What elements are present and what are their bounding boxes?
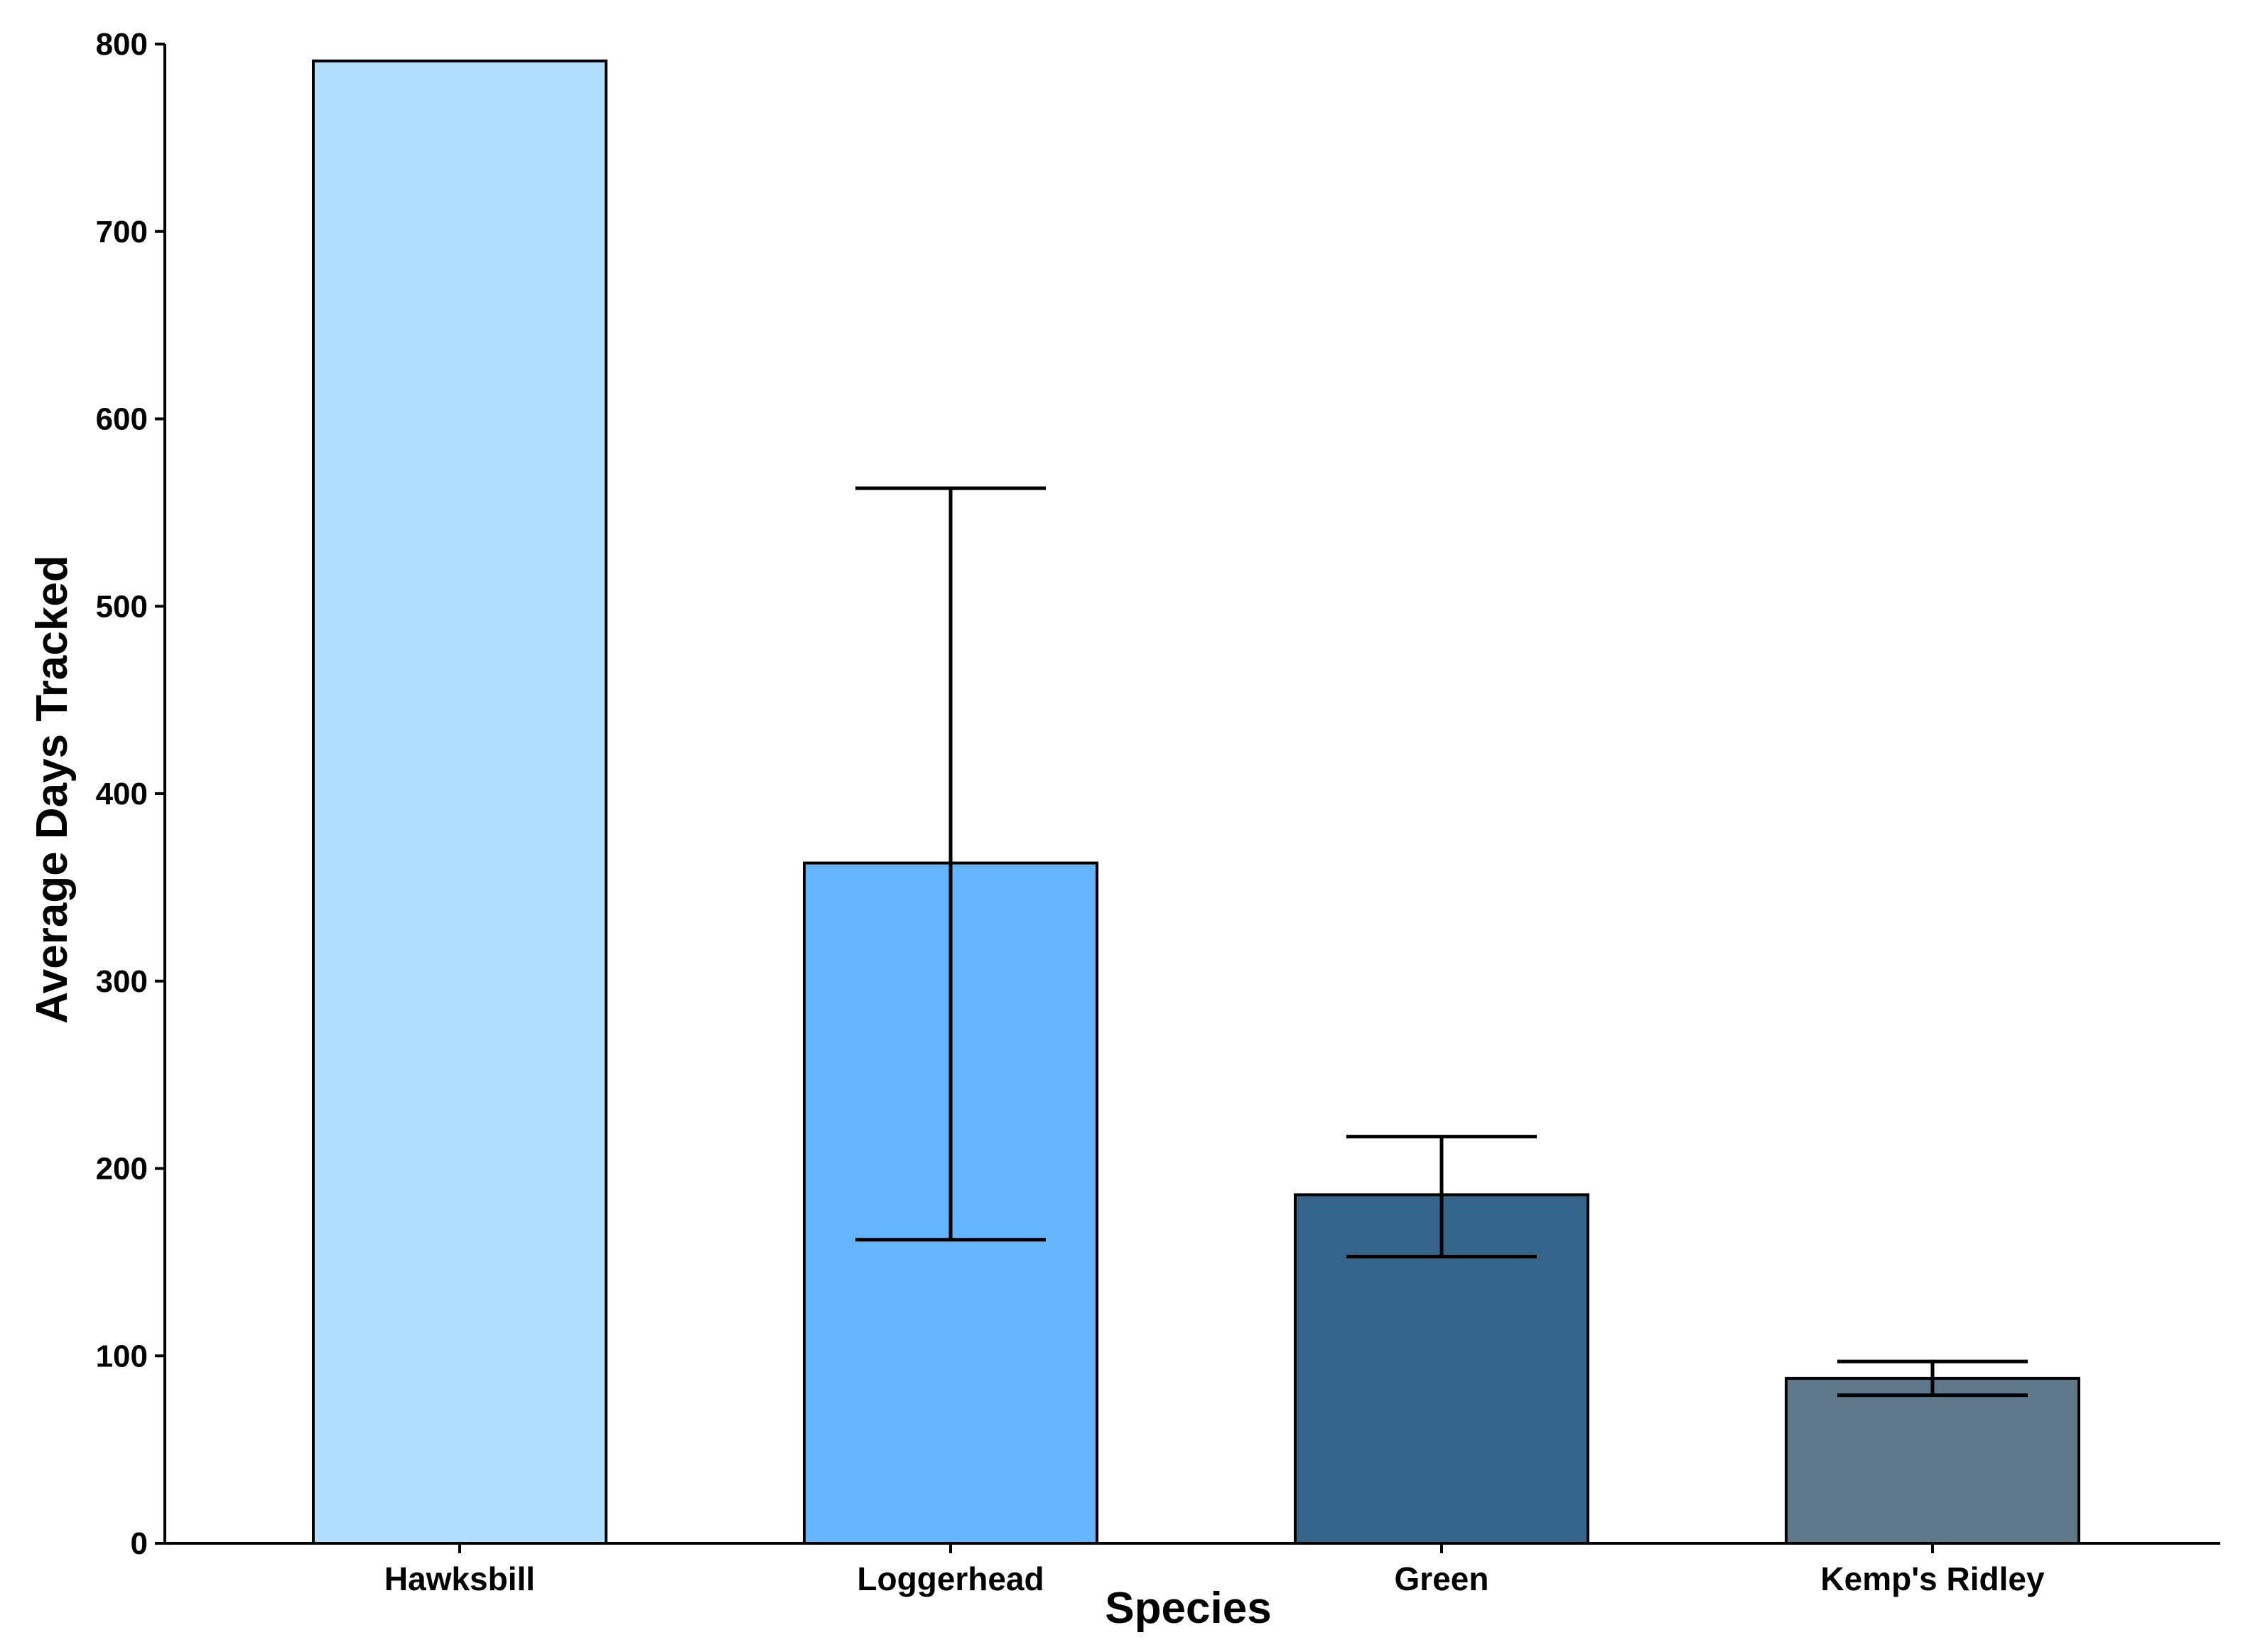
- x-axis-title: Species: [1105, 1584, 1271, 1633]
- x-tick-label: Hawksbill: [384, 1560, 535, 1597]
- y-tick-label: 0: [131, 1526, 148, 1561]
- y-axis-title: Average Days Tracked: [28, 555, 77, 1023]
- y-tick-label: 200: [96, 1152, 148, 1187]
- y-ticks: 0 100 200 300 400 500 600 700 800: [96, 27, 165, 1561]
- y-tick-label: 500: [96, 589, 148, 624]
- x-tick-label: Loggerhead: [857, 1560, 1044, 1597]
- bar-kemp-s-ridley: [1785, 1376, 2080, 1545]
- y-tick-label: 600: [96, 402, 148, 437]
- y-tick-label: 100: [96, 1339, 148, 1373]
- bars-layer: [312, 59, 2080, 1545]
- y-tick-label: 800: [96, 27, 148, 62]
- y-tick-label: 400: [96, 777, 148, 811]
- x-tick-label: Green: [1395, 1560, 1489, 1597]
- y-tick-label: 700: [96, 215, 148, 249]
- bar-hawksbill: [312, 59, 607, 1545]
- x-tick-labels: Hawksbill Loggerhead Green Kemp's Ridley: [384, 1543, 2045, 1597]
- error-bars-layer: [855, 486, 2028, 1398]
- y-tick-label: 300: [96, 964, 148, 999]
- x-tick-label: Kemp's Ridley: [1820, 1560, 2045, 1597]
